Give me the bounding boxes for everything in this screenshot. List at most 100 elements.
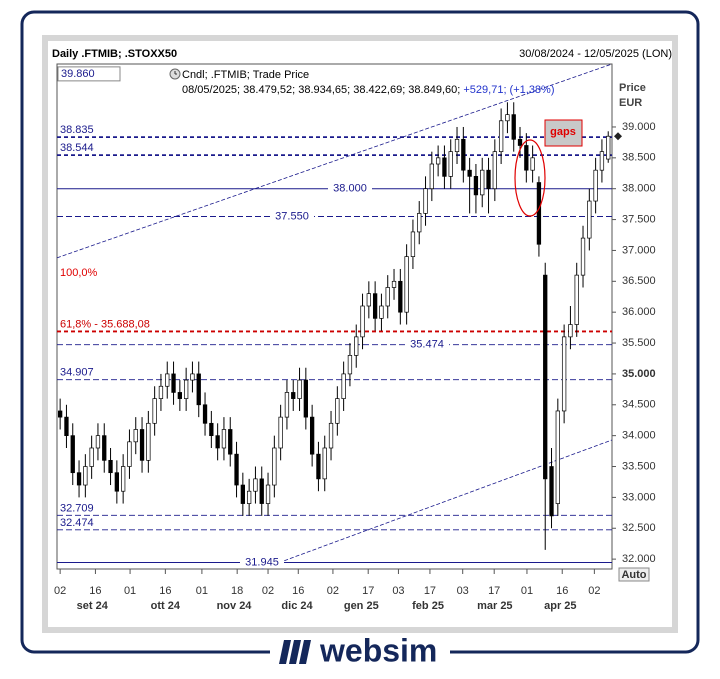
candle-body bbox=[517, 138, 523, 146]
x-tick-label: 17 bbox=[424, 585, 436, 597]
candle-body bbox=[555, 410, 560, 504]
candle-body bbox=[417, 213, 422, 233]
level-label: 61,8% - 35.688,08 bbox=[60, 318, 150, 330]
candle-body bbox=[114, 472, 119, 492]
candle-body bbox=[580, 237, 586, 276]
candle-body bbox=[64, 416, 69, 437]
candle-body bbox=[486, 169, 491, 190]
logo-icon bbox=[279, 640, 311, 664]
candle-body bbox=[511, 114, 516, 140]
plot-border bbox=[56, 63, 613, 570]
candle-body bbox=[480, 169, 485, 196]
gaps-box bbox=[544, 119, 583, 147]
candle-body bbox=[303, 379, 308, 418]
candle-body bbox=[221, 429, 227, 449]
trendline bbox=[56, 63, 613, 259]
candle-body bbox=[278, 416, 283, 449]
autoscale-box[interactable] bbox=[618, 567, 650, 582]
candle-body bbox=[152, 398, 157, 424]
candle-body bbox=[209, 422, 214, 437]
candle-body bbox=[297, 379, 302, 399]
candle-body bbox=[228, 429, 233, 455]
x-tick-label: 01 bbox=[124, 585, 136, 597]
candle-body bbox=[391, 280, 397, 288]
legend-label: Cndl; .FTMIB; Trade Price bbox=[182, 69, 309, 81]
candle-body bbox=[492, 151, 497, 190]
candle-body bbox=[95, 435, 101, 449]
candle-body bbox=[70, 435, 75, 474]
candle-body bbox=[599, 151, 605, 171]
candle-body bbox=[429, 163, 434, 190]
x-tick-label: 16 bbox=[292, 585, 304, 597]
candle-body bbox=[341, 373, 346, 399]
info-line: 08/05/2025; 38.479,52; 38.934,65; 38.422… bbox=[182, 84, 555, 96]
month-label: dic 24 bbox=[281, 600, 313, 612]
candle-body bbox=[183, 379, 189, 399]
candle-body bbox=[57, 410, 63, 418]
level-label-bg bbox=[328, 182, 372, 195]
candle-body bbox=[473, 176, 479, 196]
y-tick-label: 37.000 bbox=[622, 244, 656, 256]
x-tick-label: 01 bbox=[196, 585, 208, 597]
candle-body bbox=[316, 453, 321, 480]
month-label: apr 25 bbox=[544, 600, 576, 612]
candle-body bbox=[536, 182, 542, 245]
level-label: 37.550 bbox=[275, 210, 309, 222]
candle-body bbox=[102, 435, 107, 461]
month-label: nov 24 bbox=[217, 600, 253, 612]
candle-body bbox=[561, 336, 567, 412]
candle-body bbox=[385, 287, 390, 307]
level-label: 38.544 bbox=[60, 142, 94, 154]
level-label: 32.474 bbox=[60, 517, 94, 529]
candle-body bbox=[410, 231, 416, 257]
candle-body bbox=[234, 453, 239, 486]
x-tick-label: 02 bbox=[54, 585, 66, 597]
y-tick-label: 33.500 bbox=[622, 460, 656, 472]
month-label: mar 25 bbox=[477, 600, 512, 612]
candle-body bbox=[120, 466, 126, 492]
candle-body bbox=[549, 466, 554, 517]
y-tick-label: 39.000 bbox=[622, 121, 656, 133]
month-label: set 24 bbox=[77, 600, 109, 612]
level-label: 100,0% bbox=[60, 267, 98, 279]
x-tick-label: 17 bbox=[488, 585, 500, 597]
candle-body bbox=[454, 138, 460, 153]
candle-body bbox=[272, 447, 277, 486]
month-label: feb 25 bbox=[412, 600, 444, 612]
level-label-bg bbox=[270, 210, 314, 223]
y-axis-label: Price bbox=[619, 82, 646, 94]
level-label-bg bbox=[240, 556, 284, 569]
candle-body bbox=[574, 274, 579, 325]
y-tick-label: 32.500 bbox=[622, 522, 656, 534]
candle-body bbox=[246, 490, 252, 504]
plot-area: 39.860 38.835 38.544 38.000 37.550 100,0% 61,8… bbox=[56, 63, 613, 570]
x-tick-label: 16 bbox=[556, 585, 568, 597]
candle-body bbox=[89, 447, 94, 467]
y-tick-label: 36.000 bbox=[622, 306, 656, 318]
candle-body bbox=[379, 305, 384, 319]
x-tick-label: 16 bbox=[89, 585, 101, 597]
candle-body bbox=[524, 145, 529, 171]
candle-body bbox=[347, 355, 353, 375]
y-tick-label: 33.000 bbox=[622, 491, 656, 503]
candle-body bbox=[568, 324, 573, 338]
autoscale-label[interactable]: Auto bbox=[621, 569, 646, 581]
candle-body bbox=[133, 429, 138, 443]
y-tick-label: 36.500 bbox=[622, 275, 656, 287]
x-tick-label: 03 bbox=[457, 585, 469, 597]
level-label: 38.000 bbox=[333, 183, 367, 195]
candle-body bbox=[309, 416, 315, 455]
candle-body bbox=[543, 274, 548, 480]
candle-body bbox=[322, 447, 327, 480]
y-tick-label: 34.000 bbox=[622, 430, 656, 442]
candle-body bbox=[442, 157, 447, 177]
candle-body bbox=[467, 169, 472, 177]
candle-body bbox=[76, 472, 82, 486]
gap-ellipse bbox=[514, 139, 546, 217]
y-tick-label: 38.000 bbox=[622, 183, 656, 195]
candle-body bbox=[606, 135, 611, 160]
candle-body bbox=[328, 422, 334, 449]
candle-body bbox=[202, 404, 208, 424]
candle-body bbox=[593, 169, 598, 202]
